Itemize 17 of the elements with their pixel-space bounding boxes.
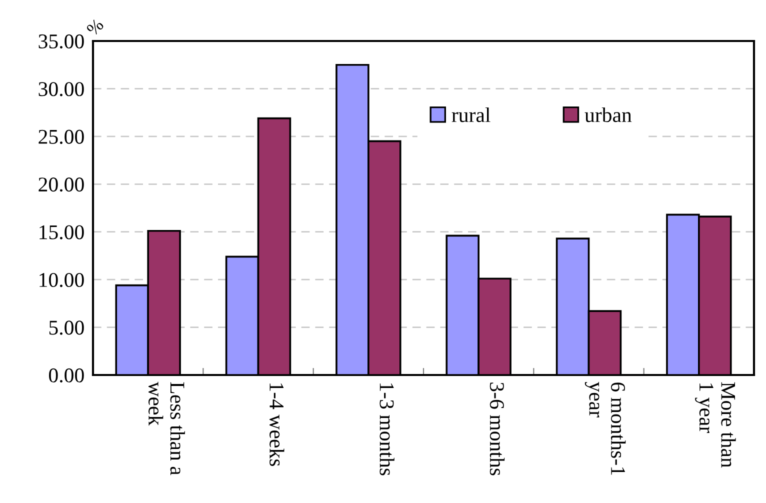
x-tick-label: 1-4 weeks <box>270 384 284 466</box>
y-tick-label: 0.00 <box>49 368 84 383</box>
y-axis-title: % <box>86 18 104 36</box>
x-tick-label: 1-3 months <box>380 384 394 476</box>
y-tick-label: 30.00 <box>38 82 84 96</box>
x-tick-label: Less than a week <box>148 382 185 476</box>
y-tick-label: 15.00 <box>40 225 84 240</box>
y-tick-label: 5.00 <box>49 320 84 335</box>
legend-label: rural <box>452 107 490 122</box>
y-tick-label: 20.00 <box>38 178 84 192</box>
y-tick-label: 25.00 <box>38 130 84 144</box>
x-tick-label: 3-6 months <box>490 382 505 476</box>
y-tick-label: 10.00 <box>40 272 84 288</box>
y-tick-label: 35.00 <box>38 34 84 49</box>
legend-label: urban <box>584 107 632 122</box>
x-tick-label: More than 1 year <box>695 382 736 468</box>
x-tick-label: 6 months-1 year <box>584 382 626 475</box>
